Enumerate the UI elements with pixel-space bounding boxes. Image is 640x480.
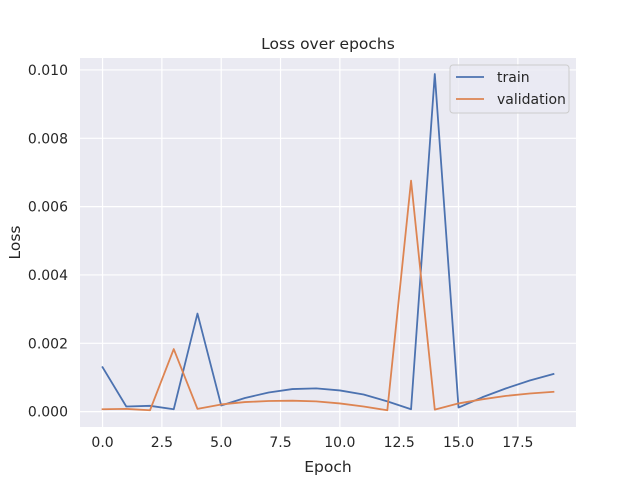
y-axis-label: Loss (6, 226, 24, 260)
tick-labels: 0.0 2.5 5.0 7.5 10.0 12.5 15.0 17.5 0.000 0.002 0.… (28, 63, 534, 451)
y-tick-label: 0.010 (28, 63, 68, 79)
x-tick-label: 2.5 (151, 435, 173, 451)
x-tick-label: 12.5 (384, 435, 415, 451)
legend-label-train: train (497, 70, 530, 86)
x-tick-label: 10.0 (324, 435, 355, 451)
y-tick-label: 0.004 (28, 268, 68, 284)
y-tick-label: 0.002 (28, 336, 68, 352)
x-axis-label: Epoch (304, 458, 351, 476)
y-tick-label: 0.000 (28, 405, 68, 421)
x-tick-label: 7.5 (269, 435, 291, 451)
series-line-validation (101, 179, 555, 412)
x-tick-label: 15.0 (443, 435, 474, 451)
series-lines (101, 73, 555, 412)
legend-label-validation: validation (497, 92, 566, 108)
legend: train validation (449, 64, 570, 114)
y-tick-label: 0.008 (28, 131, 68, 147)
x-tick-label: 0.0 (91, 435, 113, 451)
y-tick-label: 0.006 (28, 200, 68, 216)
series-line-train (101, 73, 555, 411)
x-tick-label: 17.5 (502, 435, 533, 451)
plot-area (80, 58, 576, 427)
x-tick-label: 5.0 (210, 435, 232, 451)
grid (80, 58, 576, 427)
chart-title: Loss over epochs (261, 35, 395, 53)
